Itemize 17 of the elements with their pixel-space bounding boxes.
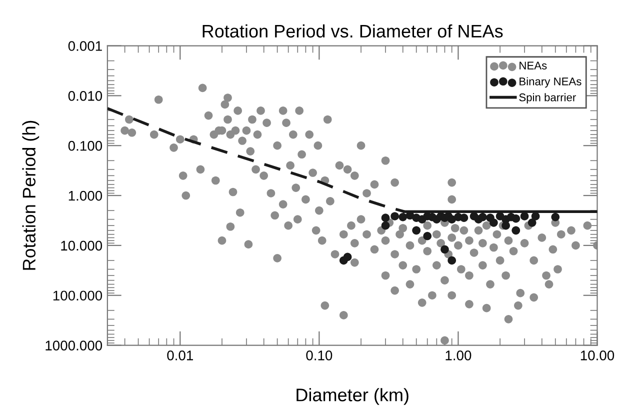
y-tick-label: 1.000: [68, 190, 102, 201]
y-tick-label: 100.000: [53, 290, 102, 301]
y-tick-label: 0.010: [68, 91, 102, 101]
legend-label: Spin barrier: [519, 93, 576, 104]
y-axis-title: Rotation Period (h): [22, 120, 40, 270]
y-tick-label: 0.001: [68, 41, 102, 51]
legend-label: Binary NEAs: [520, 77, 582, 88]
y-tick-label: 0.100: [68, 140, 102, 151]
y-tick-label: 1000.000: [46, 340, 102, 350]
y-tick-label: 10.000: [61, 240, 102, 251]
legend-label: NEAs: [520, 62, 547, 70]
x-tick-label: 10.00: [580, 350, 614, 360]
x-tick-label: 0.10: [306, 350, 332, 360]
x-tick-label: 0.01: [167, 350, 193, 360]
x-axis-title: Diameter (km): [296, 388, 408, 405]
chart-title: Rotation Period vs. Diameter of NEAs: [202, 24, 503, 38]
x-tick-label: 1.00: [446, 350, 472, 360]
